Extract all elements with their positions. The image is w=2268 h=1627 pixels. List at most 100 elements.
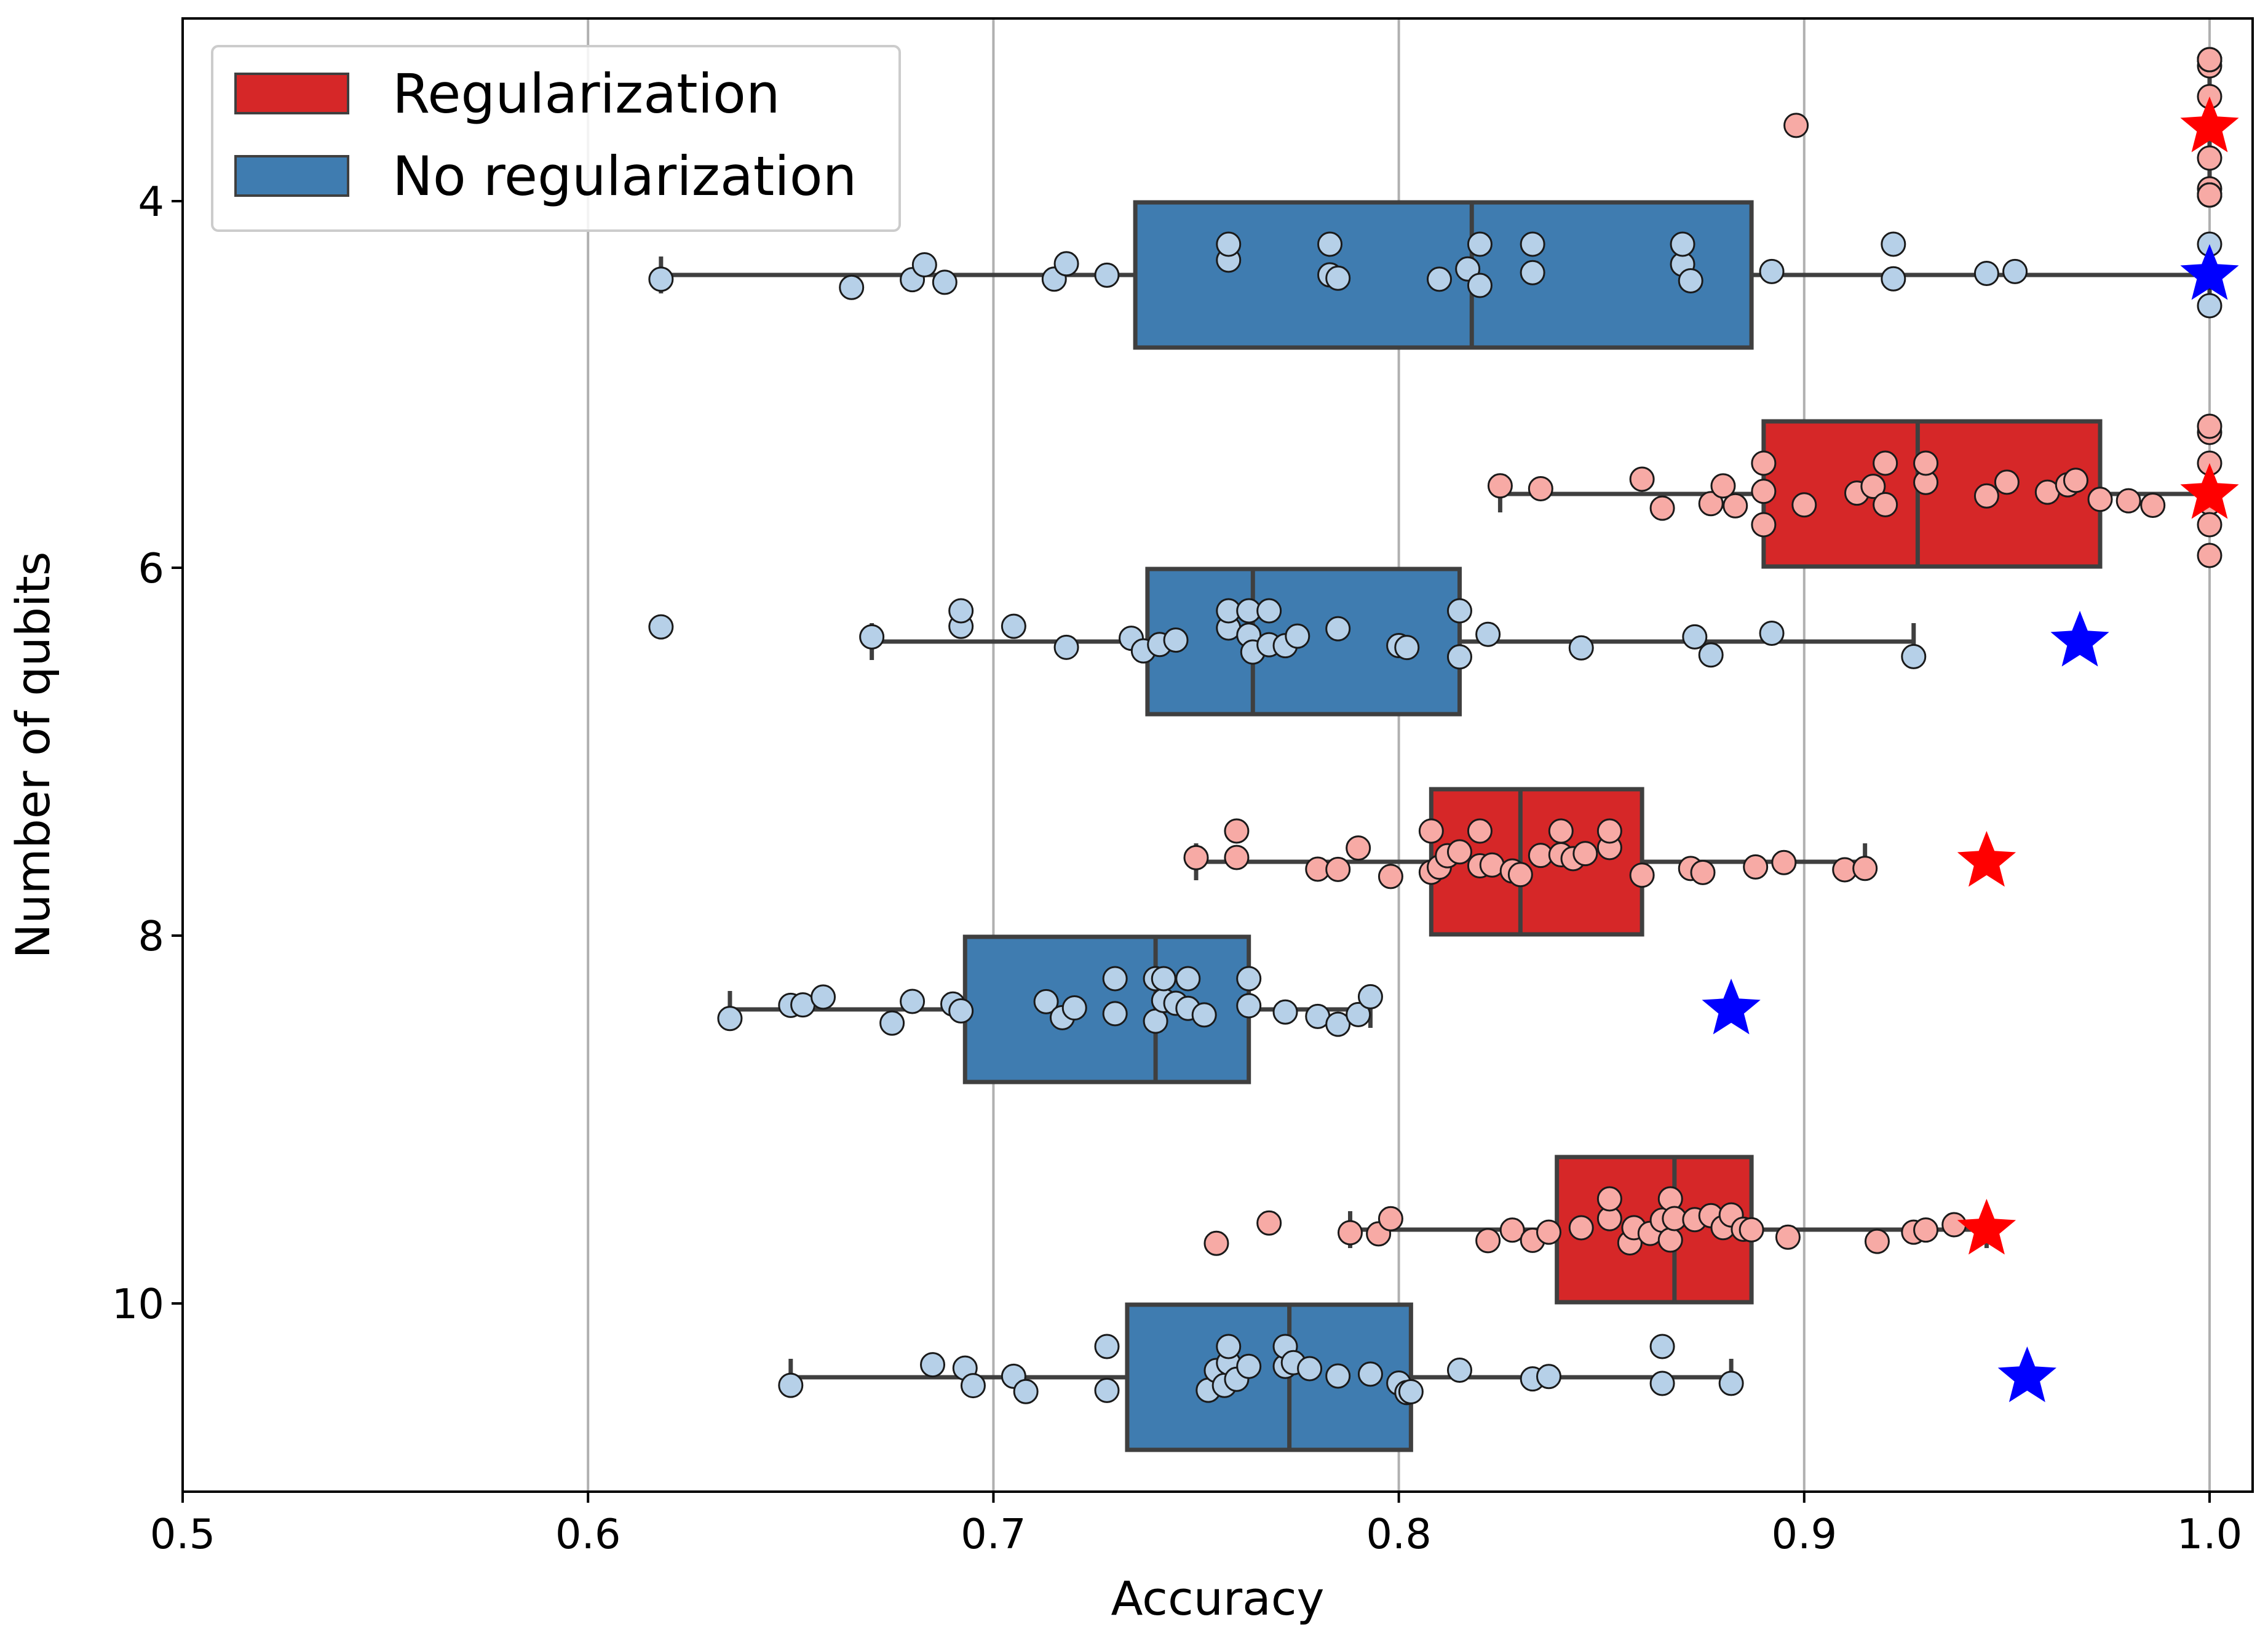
data-point-no-regularization [648,614,674,640]
data-point-regularization [1860,474,1886,499]
data-point-regularization [1775,1224,1801,1250]
data-point-no-regularization [1718,1370,1744,1396]
data-point-regularization [1378,1206,1403,1231]
data-point-no-regularization [960,1373,986,1399]
data-point-regularization [1690,859,1716,885]
data-point-no-regularization [1520,260,1545,285]
data-point-no-regularization [1236,1353,1262,1379]
data-point-no-regularization [1568,635,1594,661]
y-tick-label: 8 [138,912,164,960]
data-point-no-regularization [1698,642,1724,668]
star-marker-no-regularization-q8 [1702,978,1761,1035]
star-marker-regularization-q4 [2180,96,2239,153]
data-point-regularization [1325,856,1351,882]
legend-swatch-no-regularization [234,155,349,197]
data-point-no-regularization [900,989,926,1014]
data-point-no-regularization [1325,1363,1351,1389]
data-point-no-regularization [1033,989,1059,1014]
data-point-regularization [1346,835,1371,861]
data-point-no-regularization [1236,966,1262,992]
data-point-regularization [1629,466,1655,492]
data-point-regularization [1771,849,1797,875]
data-point-no-regularization [1325,265,1351,291]
data-point-regularization [1657,1227,1683,1253]
data-point-no-regularization [1272,999,1298,1025]
data-point-no-regularization [1682,624,1708,650]
data-point-regularization [1743,854,1769,880]
star-marker-regularization-q8 [1957,830,2016,887]
data-point-regularization [2197,47,2222,73]
data-point-regularization [1337,1220,1363,1246]
data-point-no-regularization [717,1006,743,1032]
data-point-regularization [1852,856,1878,881]
data-point-no-regularization [1759,258,1785,284]
data-point-regularization [1548,818,1574,844]
data-point-regularization [1649,495,1675,521]
data-point-regularization [1224,818,1250,844]
data-point-regularization [1183,845,1209,870]
data-point-no-regularization [1216,231,1242,257]
legend-frame [211,45,901,232]
data-point-no-regularization [1881,231,1906,257]
data-point-no-regularization [1191,1002,1217,1028]
y-axis-label: Number of qubits [6,551,60,958]
data-point-regularization [1596,818,1622,844]
y-tick-label: 6 [138,544,164,592]
x-tick-label: 0.8 [1366,1510,1432,1558]
data-point-no-regularization [1357,984,1383,1009]
star-marker-regularization-q6 [2180,463,2239,519]
data-point-no-regularization [1467,272,1493,298]
data-point-no-regularization [1520,231,1545,257]
star-marker-no-regularization-q6 [2050,610,2109,667]
data-point-no-regularization [932,269,958,295]
data-point-no-regularization [1398,1379,1424,1405]
data-point-no-regularization [1446,644,1472,670]
data-point-regularization [1783,113,1809,138]
data-point-no-regularization [1346,1001,1371,1027]
data-point-regularization [1994,469,2020,495]
data-point-no-regularization [2197,293,2222,319]
data-point-no-regularization [1175,966,1201,992]
x-tick-label: 0.6 [555,1510,621,1558]
data-point-no-regularization [879,1010,905,1036]
data-point-no-regularization [1216,1334,1242,1359]
data-point-regularization [1378,864,1403,889]
data-point-no-regularization [1427,266,1453,292]
data-point-no-regularization [1094,1334,1120,1359]
data-point-regularization [1913,1217,1939,1243]
data-point-regularization [2197,182,2222,208]
data-point-no-regularization [1325,616,1351,642]
data-point-no-regularization [1901,643,1927,669]
data-point-no-regularization [1467,231,1493,257]
x-tick-label: 1.0 [2177,1510,2243,1558]
data-point-regularization [1873,450,1898,476]
plot-frame [181,17,2254,1493]
data-point-no-regularization [1325,1011,1351,1037]
data-point-regularization [1203,1230,1229,1256]
data-point-no-regularization [1475,621,1501,647]
data-point-regularization [1224,845,1250,870]
data-point-no-regularization [948,998,974,1024]
data-point-regularization [1739,1217,1764,1243]
data-point-regularization [1536,1219,1562,1245]
data-point-regularization [1873,491,1898,517]
data-point-no-regularization [648,266,674,292]
data-point-no-regularization [1094,1377,1120,1403]
data-point-no-regularization [1094,262,1120,288]
data-point-no-regularization [1013,1378,1039,1404]
data-point-no-regularization [1102,966,1128,992]
data-point-no-regularization [859,624,885,650]
data-point-no-regularization [1973,260,1999,286]
data-point-regularization [2197,543,2222,568]
axes: 0.5 0.6 0.7 0.8 0.9 1.0 4 6 8 10 [112,178,2243,1558]
data-point-regularization [1629,862,1655,888]
data-point-regularization [2197,413,2222,439]
data-point-no-regularization [839,274,865,300]
data-point-no-regularization [1236,993,1262,1019]
data-point-regularization [1864,1228,1890,1254]
legend-label-no-regularization: No regularization [392,145,857,208]
data-point-regularization [1467,818,1493,844]
x-axis-label: Accuracy [1111,1571,1325,1626]
data-point-no-regularization [1446,1357,1472,1383]
data-point-no-regularization [1053,634,1079,660]
